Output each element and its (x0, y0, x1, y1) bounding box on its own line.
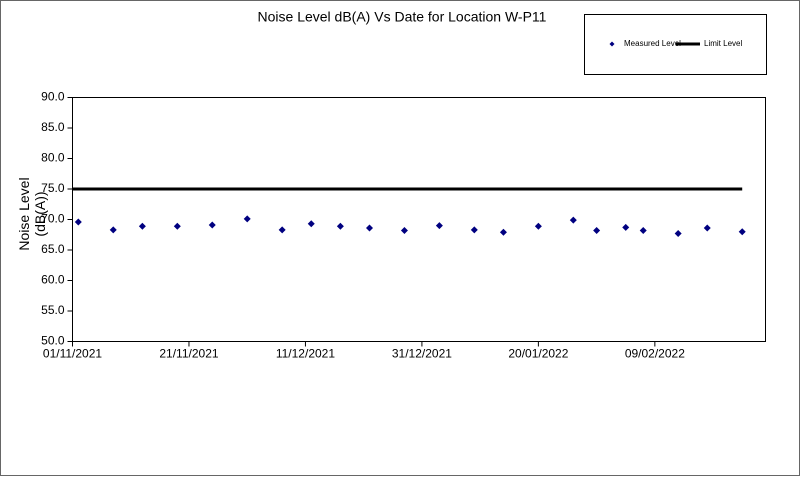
legend-label: Measured Level (624, 39, 681, 48)
x-tick-label: 11/12/2021 (276, 347, 335, 361)
y-tick-label: 75.0 (41, 181, 65, 195)
data-point (400, 226, 408, 234)
data-point (470, 226, 478, 234)
data-point (674, 230, 682, 238)
x-tick-label: 20/01/2022 (508, 347, 568, 361)
data-point (534, 222, 542, 230)
y-tick-label: 70.0 (41, 212, 65, 226)
data-point (109, 226, 117, 234)
data-point (499, 228, 507, 236)
data-point (307, 220, 315, 228)
data-point (738, 228, 746, 236)
legend-label: Limit Level (704, 39, 742, 48)
data-point (74, 218, 82, 226)
data-point (703, 224, 711, 232)
x-tick-label: 09/02/2022 (625, 347, 685, 361)
data-point (435, 222, 443, 230)
data-point (336, 222, 344, 230)
x-tick-label: 01/11/2021 (43, 347, 102, 361)
data-point (569, 216, 577, 224)
data-point (366, 224, 373, 232)
y-tick-label: 90.0 (41, 90, 65, 104)
y-axis-label: Noise Level (dB(A)) (16, 177, 48, 251)
data-point (173, 222, 181, 230)
x-tick-label: 21/11/2021 (159, 347, 218, 361)
y-tick-label: 65.0 (41, 242, 65, 256)
plot-area (72, 97, 766, 342)
legend-box (584, 14, 767, 75)
data-point (278, 226, 286, 234)
chart-title: Noise Level dB(A) Vs Date for Location W… (258, 9, 547, 25)
y-tick-label: 85.0 (41, 120, 65, 134)
data-point (639, 226, 647, 234)
y-tick-label: 50.0 (41, 334, 65, 348)
legend-swatch (609, 41, 615, 47)
y-tick-label: 80.0 (41, 151, 65, 165)
y-tick-label: 55.0 (41, 303, 65, 317)
data-point (243, 215, 251, 223)
data-point (138, 222, 146, 230)
x-tick-label: 31/12/2021 (392, 347, 452, 361)
data-point (208, 221, 216, 229)
y-tick-label: 60.0 (41, 273, 65, 287)
data-point (593, 226, 601, 234)
data-point (622, 223, 630, 231)
